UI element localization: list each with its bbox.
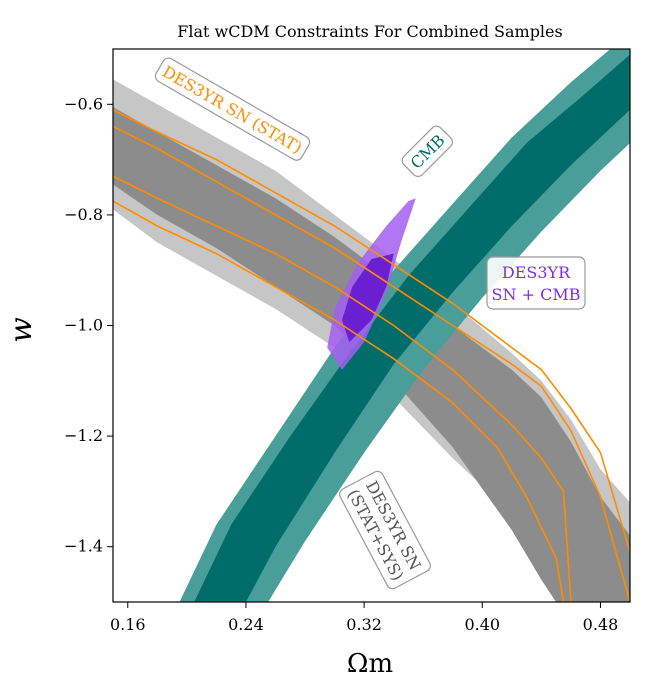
x-tick-label: 0.16 — [110, 615, 146, 634]
x-axis-label: Ωm — [347, 649, 393, 679]
y-tick-label: −0.6 — [64, 94, 103, 113]
x-tick-label: 0.48 — [583, 615, 619, 634]
x-axis-ticks: 0.16 0.24 0.32 0.40 0.48 — [110, 602, 618, 634]
y-axis-label: w — [4, 317, 39, 343]
annotation-sn-sys-box — [339, 470, 431, 590]
sn-stat-contours — [113, 109, 630, 602]
annotation-sn-stat-box — [154, 57, 311, 161]
annotation-cmb-box — [401, 125, 453, 177]
plot-area — [113, 49, 630, 602]
sn-stat-line-2 — [113, 125, 630, 602]
x-tick-label: 0.24 — [228, 615, 264, 634]
sn-stat-line-4 — [113, 200, 565, 602]
y-tick-label: −0.8 — [64, 205, 103, 224]
cmb-68-contour — [194, 54, 630, 602]
annotation-combined: DES3YR SN + CMB — [486, 256, 586, 310]
chart-title: Flat wCDM Constraints For Combined Sampl… — [177, 22, 562, 41]
sn-stat-line-1 — [113, 109, 630, 553]
combined-68-contour — [342, 253, 394, 343]
annotation-combined-line2: SN + CMB — [492, 285, 581, 304]
y-tick-label: −1.2 — [64, 426, 103, 445]
combined-contours — [327, 198, 416, 370]
y-tick-label: −1.4 — [64, 537, 103, 556]
sn-stat-line-3 — [113, 175, 572, 602]
y-tick-label: −1.0 — [64, 316, 103, 335]
cmb-contours — [179, 49, 630, 602]
x-tick-label: 0.32 — [346, 615, 382, 634]
annotation-combined-box — [486, 256, 586, 310]
y-axis-ticks: −0.6 −0.8 −1.0 −1.2 −1.4 — [64, 94, 113, 556]
x-tick-label: 0.40 — [464, 615, 500, 634]
annotation-combined-line1: DES3YR — [502, 263, 571, 282]
